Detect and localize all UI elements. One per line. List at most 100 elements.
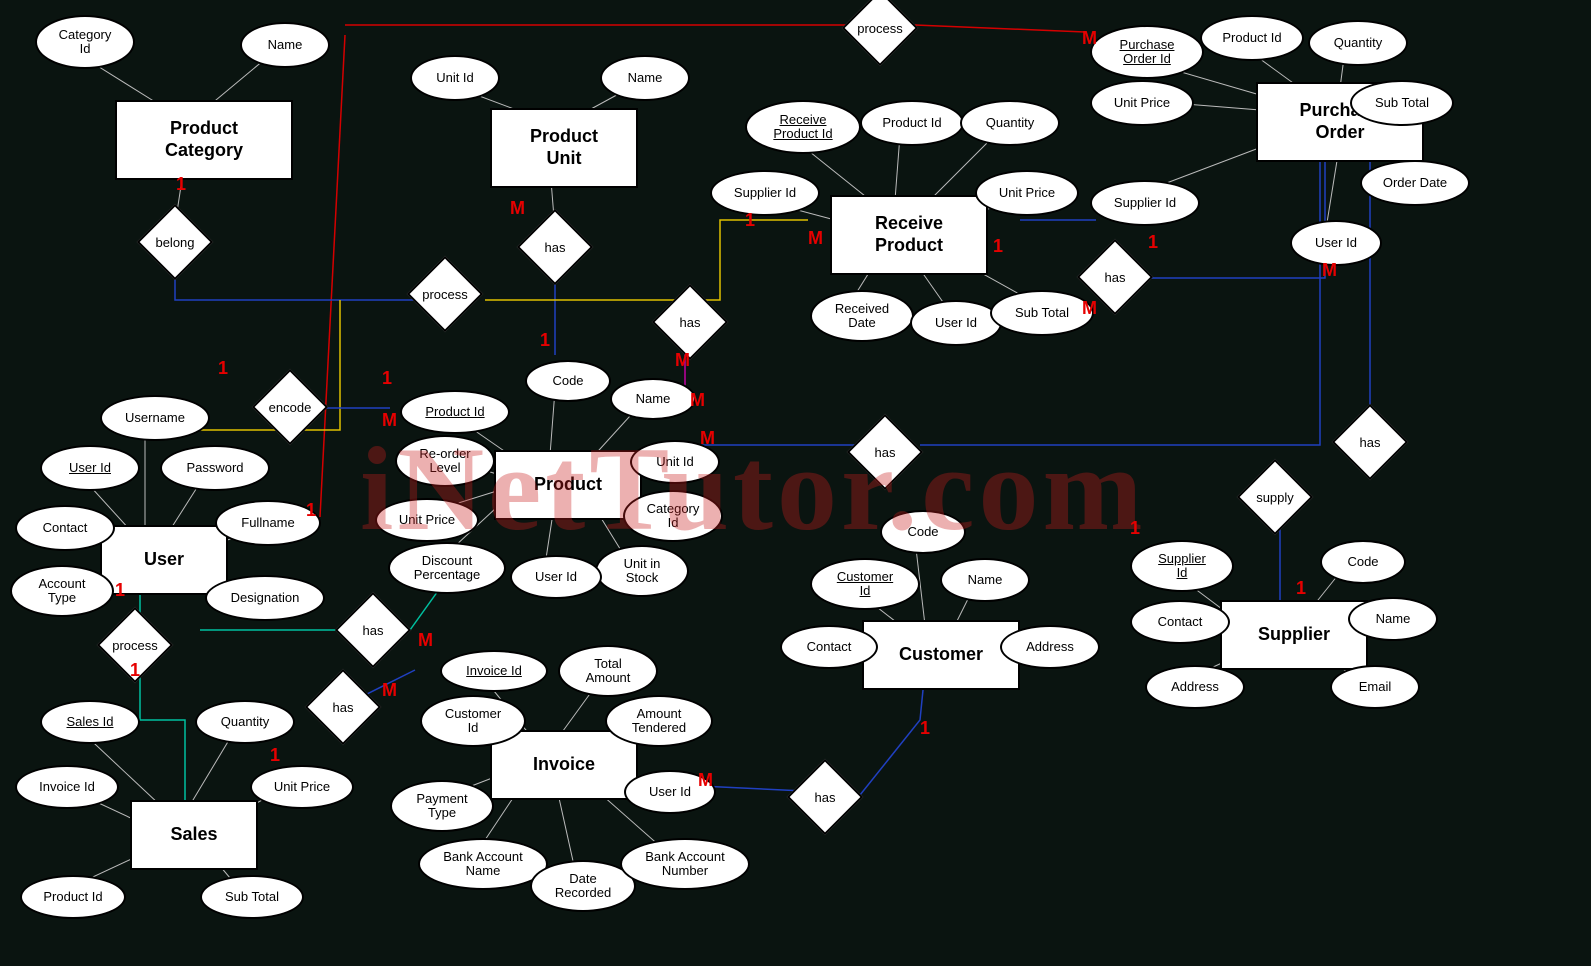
attr-po_order_date: Order Date [1360, 160, 1470, 206]
attr-rp_receive_pid: Receive Product Id [745, 100, 861, 154]
cardinality-17: 1 [115, 580, 125, 601]
attr-sa_sales_id: Sales Id [40, 700, 140, 744]
rel-label-has_cust: has [815, 790, 836, 805]
entity-product_category: Product Category [115, 100, 293, 180]
rel-has_inv: has [308, 685, 378, 729]
rel-label-has_po: has [875, 445, 896, 460]
rel-label-belong: belong [155, 235, 194, 250]
cardinality-7: M [1082, 298, 1097, 319]
rel-label-process_user: process [112, 638, 158, 653]
rel-has_pu: has [520, 225, 590, 269]
attr-pc_name: Name [240, 22, 330, 68]
attr-p_unit_price: Unit Price [375, 498, 479, 542]
attr-p_user_id: User Id [510, 555, 602, 599]
attr-i_amount_tendered: Amount Tendered [605, 695, 713, 747]
rel-label-has_rp2: has [1105, 270, 1126, 285]
attr-rp_received_date: Received Date [810, 290, 914, 342]
entity-sales: Sales [130, 800, 258, 870]
rel-has_po_sup: has [1335, 420, 1405, 464]
cardinality-9: 1 [382, 368, 392, 389]
rel-label-encode: encode [269, 400, 312, 415]
attr-p_discount: Discount Percentage [388, 542, 506, 594]
entity-supplier: Supplier [1220, 600, 1368, 670]
cardinality-16: 1 [306, 500, 316, 521]
attr-rp_unit_price: Unit Price [975, 170, 1079, 216]
cardinality-1: M [510, 198, 525, 219]
cardinality-20: 1 [130, 660, 140, 681]
attr-p_code: Code [525, 360, 611, 402]
attr-p_reorder: Re-order Level [395, 435, 495, 487]
attr-i_invoice_id: Invoice Id [440, 650, 548, 692]
attr-s_contact: Contact [1130, 600, 1230, 644]
rel-process_mid: process [410, 272, 480, 316]
cardinality-8: M [1322, 260, 1337, 281]
attr-p_product_id: Product Id [400, 390, 510, 434]
cardinality-22: M [382, 680, 397, 701]
rel-has_rp2: has [1080, 255, 1150, 299]
attr-u_password: Password [160, 445, 270, 491]
cardinality-0: 1 [176, 174, 186, 195]
cardinality-23: 1 [270, 745, 280, 766]
entity-receive_product: Receive Product [830, 195, 988, 275]
rel-label-supply: supply [1256, 490, 1294, 505]
attr-pu_name: Name [600, 55, 690, 101]
attr-sa_quantity: Quantity [195, 700, 295, 744]
cardinality-3: M [808, 228, 823, 249]
cardinality-21: M [418, 630, 433, 651]
attr-i_total_amount: Total Amount [558, 645, 658, 697]
attr-sa_sub_total: Sub Total [200, 875, 304, 919]
attr-po_purchase_oid: Purchase Order Id [1090, 25, 1204, 79]
attr-u_account_type: Account Type [10, 565, 114, 617]
cardinality-10: 1 [218, 358, 228, 379]
attr-po_supplier_id: Supplier Id [1090, 180, 1200, 226]
attr-s_code: Code [1320, 540, 1406, 584]
attr-p_category_id: Category Id [623, 490, 723, 542]
attr-i_bank_name: Bank Account Name [418, 838, 548, 890]
rel-label-has_pu: has [545, 240, 566, 255]
attr-p_unit_stock: Unit in Stock [595, 545, 689, 597]
attr-pu_unit_id: Unit Id [410, 55, 500, 101]
entity-customer: Customer [862, 620, 1020, 690]
entity-product_unit: Product Unit [490, 108, 638, 188]
attr-rp_product_id: Product Id [860, 100, 964, 146]
rel-label-has_po_sup: has [1360, 435, 1381, 450]
cardinality-4: 1 [993, 236, 1003, 257]
attr-sa_unit_price: Unit Price [250, 765, 354, 809]
rel-has_rp: has [655, 300, 725, 344]
attr-i_payment_type: Payment Type [390, 780, 494, 832]
cardinality-18: 1 [1130, 518, 1140, 539]
cardinality-5: 1 [1148, 232, 1158, 253]
attr-s_email: Email [1330, 665, 1420, 709]
cardinality-12: 1 [540, 330, 550, 351]
attr-c_name: Name [940, 558, 1030, 602]
attr-pc_category_id: Category Id [35, 15, 135, 69]
attr-p_name: Name [610, 378, 696, 420]
rel-supply: supply [1240, 475, 1310, 519]
attr-c_address: Address [1000, 625, 1100, 669]
attr-s_address: Address [1145, 665, 1245, 709]
attr-u_contact: Contact [15, 505, 115, 551]
attr-i_bank_number: Bank Account Number [620, 838, 750, 890]
attr-rp_quantity: Quantity [960, 100, 1060, 146]
rel-label-process_mid: process [422, 287, 468, 302]
entity-invoice: Invoice [490, 730, 638, 800]
cardinality-24: M [698, 770, 713, 791]
rel-label-has_user_inv: has [363, 623, 384, 638]
attr-po_product_id: Product Id [1200, 15, 1304, 61]
cardinality-6: M [1082, 28, 1097, 49]
cardinality-11: M [382, 410, 397, 431]
rel-has_po: has [850, 430, 920, 474]
attr-c_contact: Contact [780, 625, 878, 669]
cardinality-19: 1 [1296, 578, 1306, 599]
attr-rp_supplier_id: Supplier Id [710, 170, 820, 216]
attr-i_customer_id: Customer Id [420, 695, 526, 747]
cardinality-25: 1 [920, 718, 930, 739]
entity-product: Product [494, 450, 642, 520]
cardinality-13: M [675, 350, 690, 371]
attr-rp_user_id: User Id [910, 300, 1002, 346]
attr-c_customer_id: Customer Id [810, 558, 920, 610]
attr-rp_sub_total: Sub Total [990, 290, 1094, 336]
rel-process_top: process [845, 6, 915, 50]
attr-sa_product_id: Product Id [20, 875, 126, 919]
attr-po_unit_price: Unit Price [1090, 80, 1194, 126]
